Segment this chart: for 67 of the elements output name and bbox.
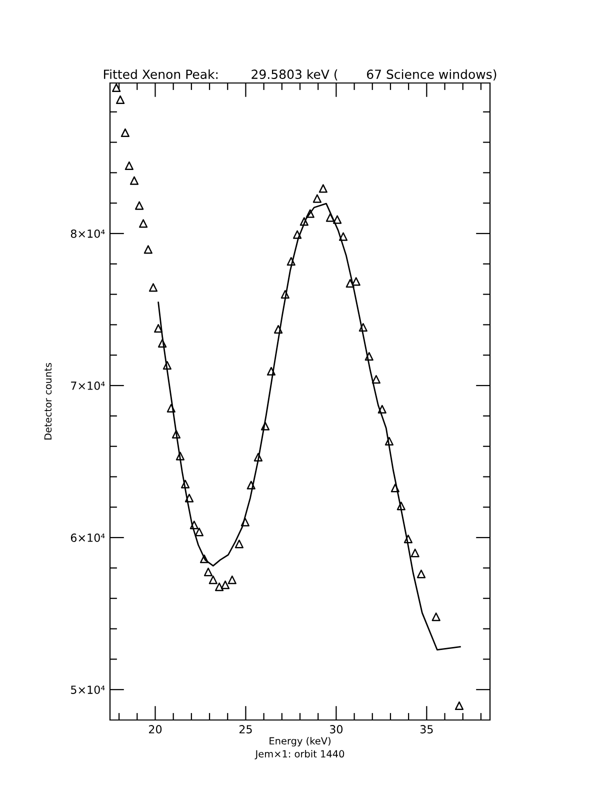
point: [135, 201, 144, 210]
point: [234, 540, 244, 548]
point: [286, 257, 296, 266]
point: [260, 422, 270, 430]
point: [144, 245, 152, 254]
point: [410, 548, 420, 558]
point: [166, 404, 176, 412]
x-tick-label: 30: [330, 725, 343, 734]
point: [200, 554, 209, 564]
x-tick-label: 25: [239, 725, 252, 734]
point: [162, 361, 172, 370]
point: [312, 194, 322, 203]
point: [378, 404, 386, 414]
point: [176, 452, 185, 460]
point: [124, 161, 134, 170]
y-tick-label: 5×10⁴: [71, 686, 105, 694]
x-tick-label: 35: [420, 725, 433, 734]
point: [194, 528, 204, 536]
point: [346, 279, 354, 288]
point: [352, 277, 360, 286]
point: [266, 366, 276, 376]
x-axis-title: Energy (keV): [270, 737, 330, 746]
point: [318, 184, 328, 193]
point: [280, 290, 290, 299]
point: [180, 480, 190, 488]
point: [338, 232, 348, 241]
text: Jem×1: orbit 1440: [254, 750, 344, 760]
point: [148, 283, 158, 292]
point: [208, 576, 218, 584]
point: [220, 580, 230, 590]
point: [396, 502, 406, 510]
point: [154, 324, 163, 333]
point: [390, 484, 400, 492]
point: [112, 83, 121, 92]
point: [300, 217, 308, 226]
point: [204, 568, 213, 576]
point: [158, 338, 167, 348]
point: [454, 701, 464, 710]
point: [358, 323, 368, 332]
point: [130, 176, 139, 185]
point: [138, 219, 148, 228]
point: [172, 430, 181, 438]
point: [120, 128, 130, 138]
point: [190, 520, 198, 530]
point: [116, 95, 125, 104]
point: [214, 582, 224, 592]
point: [240, 518, 250, 526]
point: [292, 230, 302, 239]
point: [432, 612, 440, 622]
point: [184, 494, 194, 502]
point: [254, 452, 262, 462]
y-tick-label: 7×10⁴: [71, 382, 105, 390]
y-axis-title: Detector counts: [44, 363, 52, 440]
y-tick-label: 6×10⁴: [70, 534, 105, 542]
point: [416, 570, 426, 578]
point: [306, 209, 314, 218]
point: [364, 352, 374, 361]
chart-title: Fitted Xenon Peak: 29.5803 keV ( 67 Science windows): [104, 69, 496, 80]
point: [246, 480, 256, 490]
point: [372, 375, 380, 384]
y-tick-label: 8×10⁴: [70, 229, 105, 238]
point: [404, 534, 413, 544]
point: [274, 324, 283, 334]
point: [228, 576, 236, 584]
point: [332, 215, 342, 224]
x-tick-label: 20: [148, 725, 162, 734]
point: [384, 436, 394, 446]
